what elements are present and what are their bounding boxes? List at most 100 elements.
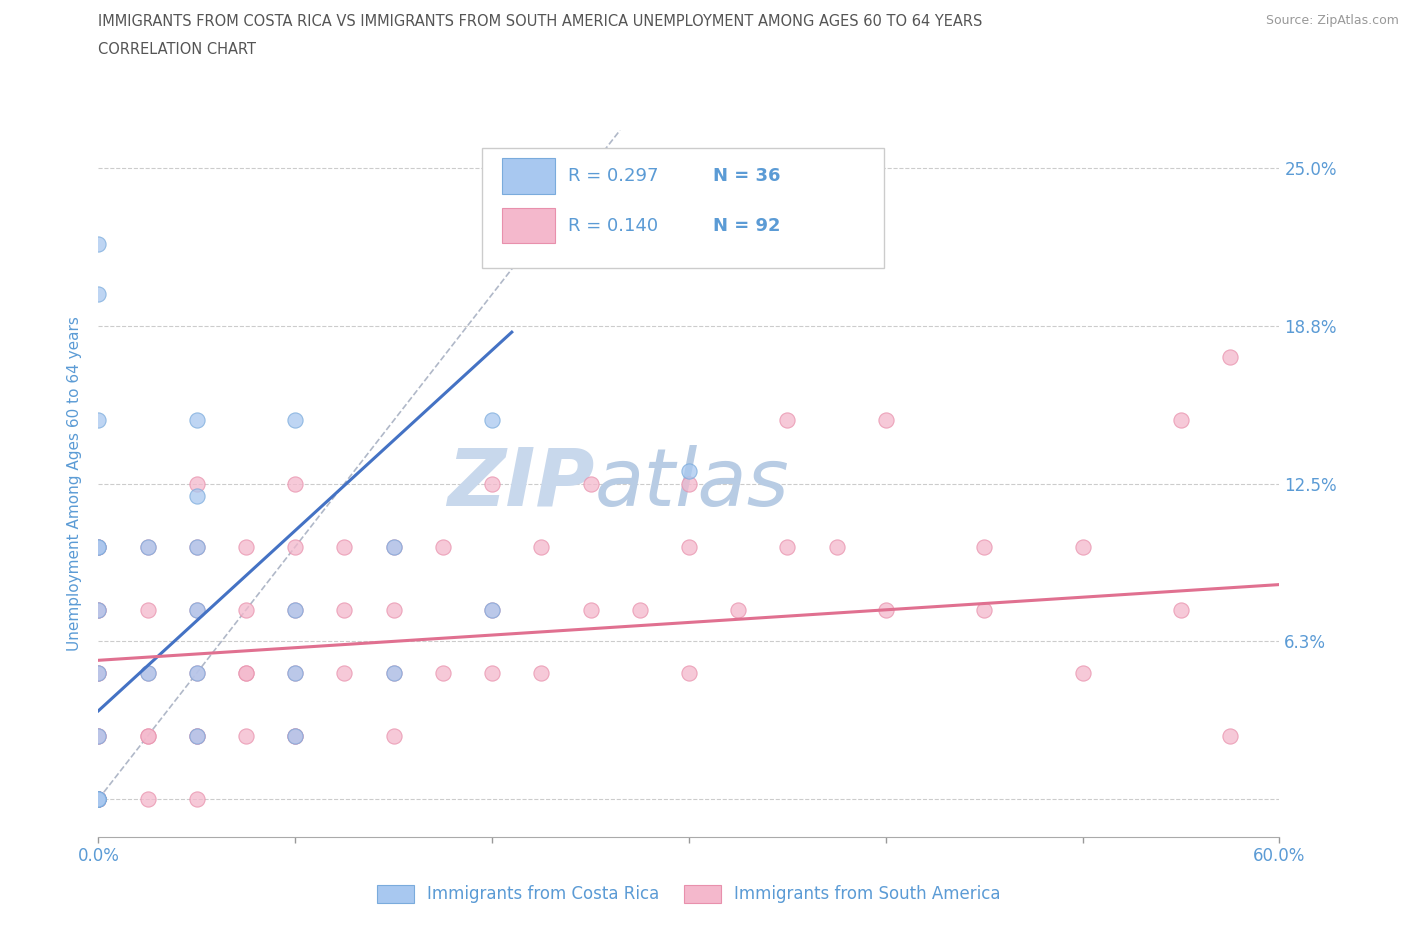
Point xyxy=(87,791,110,806)
Point xyxy=(87,791,110,806)
Point xyxy=(382,603,405,618)
Point xyxy=(284,728,307,743)
Point xyxy=(87,539,110,554)
Point xyxy=(87,791,110,806)
Point xyxy=(481,476,503,491)
Point xyxy=(628,603,651,618)
Point xyxy=(235,539,257,554)
Point xyxy=(727,603,749,618)
Point xyxy=(186,791,208,806)
Point xyxy=(1071,539,1094,554)
Point xyxy=(186,539,208,554)
Point xyxy=(186,728,208,743)
Text: IMMIGRANTS FROM COSTA RICA VS IMMIGRANTS FROM SOUTH AMERICA UNEMPLOYMENT AMONG A: IMMIGRANTS FROM COSTA RICA VS IMMIGRANTS… xyxy=(98,14,983,29)
Point xyxy=(333,666,356,681)
Point xyxy=(136,728,159,743)
Point xyxy=(235,666,257,681)
Point xyxy=(481,603,503,618)
Point xyxy=(87,728,110,743)
FancyBboxPatch shape xyxy=(502,158,555,193)
Text: N = 36: N = 36 xyxy=(713,167,780,185)
Point xyxy=(136,666,159,681)
FancyBboxPatch shape xyxy=(482,148,884,268)
Point xyxy=(678,666,700,681)
Point xyxy=(382,666,405,681)
Point xyxy=(87,791,110,806)
Point xyxy=(284,413,307,428)
Point xyxy=(1071,666,1094,681)
Point xyxy=(1170,413,1192,428)
Point xyxy=(825,539,848,554)
Point xyxy=(1219,728,1241,743)
Text: R = 0.297: R = 0.297 xyxy=(568,167,659,185)
Point xyxy=(136,539,159,554)
Point xyxy=(186,728,208,743)
Point xyxy=(284,539,307,554)
Text: N = 92: N = 92 xyxy=(713,217,780,234)
Point xyxy=(1219,350,1241,365)
Point xyxy=(87,666,110,681)
Point xyxy=(481,413,503,428)
Point xyxy=(333,539,356,554)
Point xyxy=(382,728,405,743)
Text: Source: ZipAtlas.com: Source: ZipAtlas.com xyxy=(1265,14,1399,27)
Text: CORRELATION CHART: CORRELATION CHART xyxy=(98,42,256,57)
Point xyxy=(1170,603,1192,618)
Point xyxy=(875,413,897,428)
Point xyxy=(87,603,110,618)
Point xyxy=(678,463,700,478)
Point xyxy=(186,539,208,554)
Point xyxy=(87,666,110,681)
Point xyxy=(87,791,110,806)
Point xyxy=(776,413,799,428)
Point xyxy=(87,539,110,554)
Point xyxy=(136,728,159,743)
Point xyxy=(186,489,208,504)
Point xyxy=(136,539,159,554)
Point xyxy=(875,603,897,618)
Point xyxy=(284,476,307,491)
Point xyxy=(87,791,110,806)
Point xyxy=(186,666,208,681)
Point xyxy=(87,539,110,554)
Point xyxy=(678,539,700,554)
Point xyxy=(87,286,110,301)
Point xyxy=(87,791,110,806)
Point xyxy=(284,666,307,681)
Legend: Immigrants from Costa Rica, Immigrants from South America: Immigrants from Costa Rica, Immigrants f… xyxy=(370,878,1008,910)
Text: atlas: atlas xyxy=(595,445,789,523)
Point xyxy=(530,666,553,681)
Point xyxy=(87,791,110,806)
Point xyxy=(87,728,110,743)
Point xyxy=(382,539,405,554)
Point xyxy=(186,603,208,618)
Point xyxy=(87,728,110,743)
Point xyxy=(87,791,110,806)
Point xyxy=(432,539,454,554)
Point xyxy=(87,603,110,618)
Point xyxy=(235,728,257,743)
Point xyxy=(973,603,995,618)
Point xyxy=(284,728,307,743)
Point xyxy=(382,666,405,681)
Text: ZIP: ZIP xyxy=(447,445,595,523)
Point xyxy=(284,666,307,681)
Point xyxy=(333,603,356,618)
Y-axis label: Unemployment Among Ages 60 to 64 years: Unemployment Among Ages 60 to 64 years xyxy=(67,316,83,651)
Point xyxy=(136,791,159,806)
Point xyxy=(235,603,257,618)
Point xyxy=(579,603,602,618)
Point xyxy=(579,476,602,491)
Point xyxy=(136,603,159,618)
Point xyxy=(87,603,110,618)
Point xyxy=(186,476,208,491)
Point xyxy=(87,413,110,428)
Point xyxy=(136,666,159,681)
Point xyxy=(432,666,454,681)
FancyBboxPatch shape xyxy=(502,208,555,244)
Point xyxy=(973,539,995,554)
Point xyxy=(87,791,110,806)
Point xyxy=(186,603,208,618)
Point xyxy=(186,728,208,743)
Point xyxy=(186,413,208,428)
